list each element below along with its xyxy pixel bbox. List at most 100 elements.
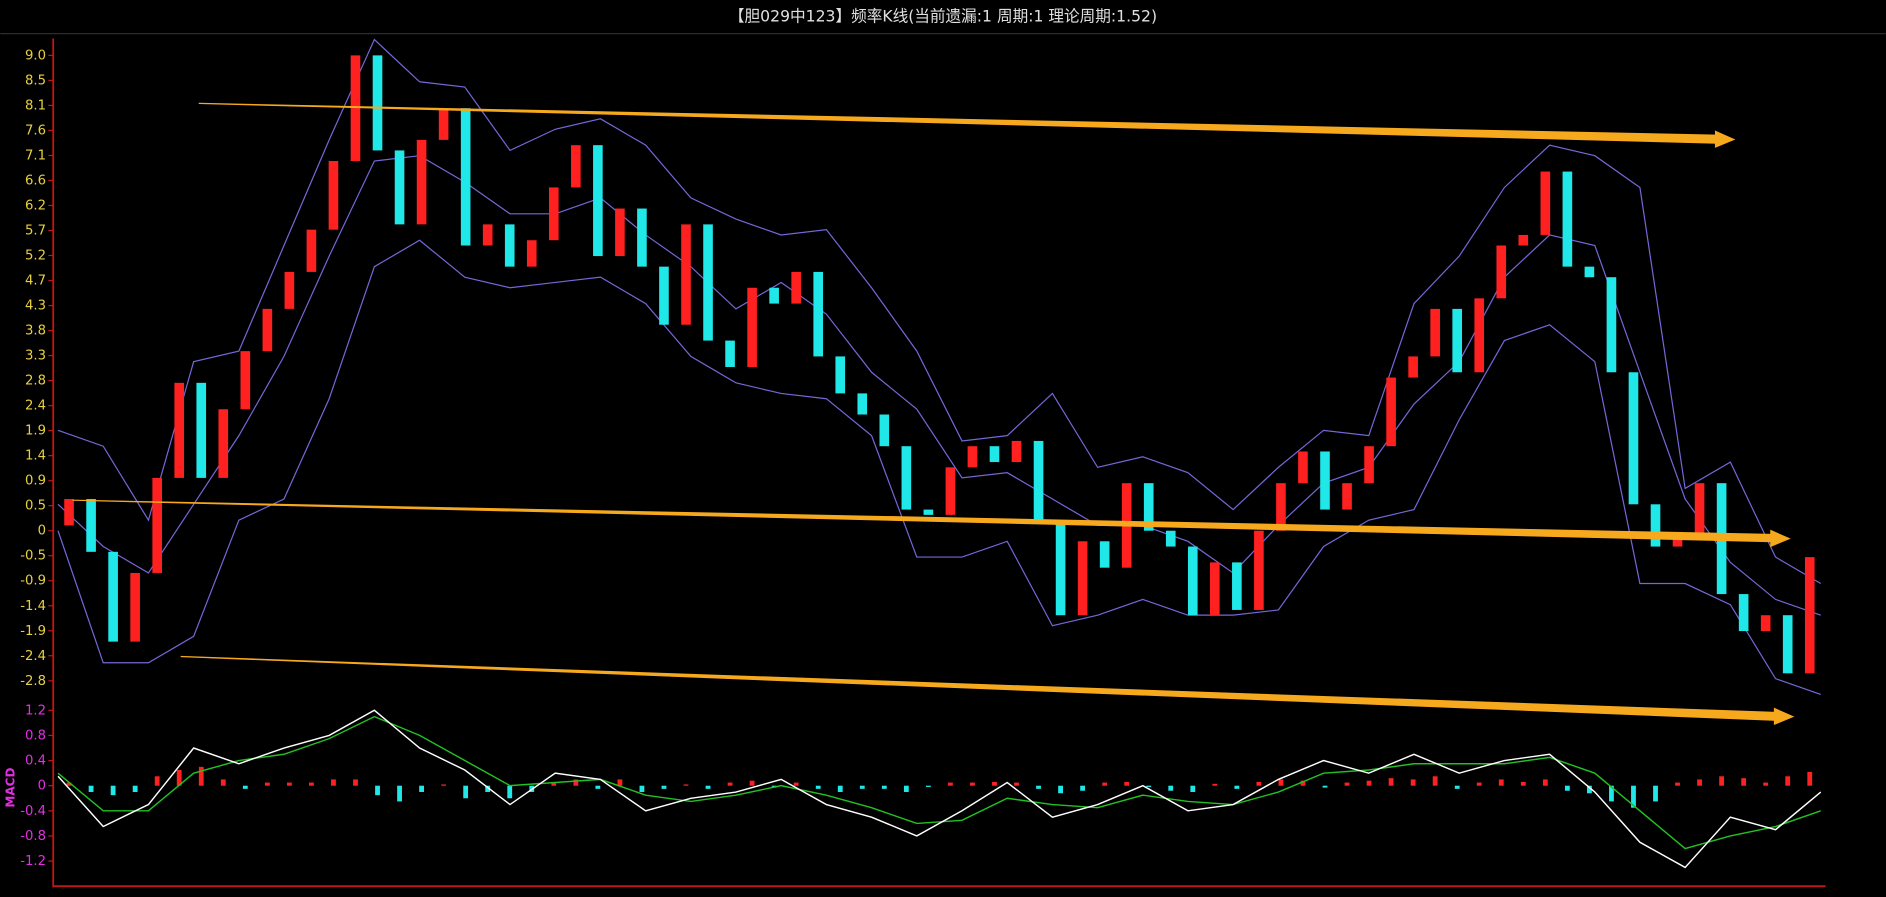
macd-bar [705, 785, 711, 789]
candle [637, 208, 647, 267]
candle [1254, 530, 1264, 610]
candle [725, 340, 735, 367]
macd-bar [1586, 785, 1592, 794]
macd-bar [859, 785, 865, 789]
macd-bar [419, 785, 424, 792]
candle [857, 393, 868, 415]
y2-tick-label: 0 [38, 779, 46, 794]
macd-bar [88, 785, 94, 792]
arrow-head [1773, 707, 1795, 726]
macd-bar [1653, 785, 1658, 802]
macd-bar [397, 785, 402, 802]
macd-bar [1476, 782, 1482, 786]
macd-bar [1741, 778, 1747, 786]
candle [108, 551, 118, 642]
macd-bar [242, 785, 248, 789]
candle [1165, 530, 1176, 547]
candle [769, 287, 779, 304]
candle [1143, 483, 1154, 531]
macd-bar [1036, 785, 1041, 789]
candle [615, 208, 625, 257]
macd-bar [903, 785, 909, 792]
y-tick-label: 4.3 [25, 299, 46, 314]
y-tick-label: 9.0 [25, 48, 46, 63]
candle [1055, 520, 1066, 616]
candle [1672, 535, 1683, 547]
candle [879, 414, 890, 447]
macd-bar [176, 770, 182, 786]
plot-area: 9.0 8.5 8.1 7.6 7.1 6.6 6.2 5.7 5.2 4.7 4.3 3.8 3.3 2… [20, 38, 1822, 869]
macd-bar [815, 785, 821, 789]
macd-bar [1498, 779, 1504, 786]
candle [1650, 504, 1661, 547]
macd-bar [309, 782, 314, 786]
candle [548, 187, 559, 241]
macd-bar [1432, 776, 1438, 786]
macd-bar [837, 785, 843, 792]
y-tick-label: -1.4 [20, 599, 46, 614]
macd-bar [1631, 785, 1636, 808]
candle [504, 224, 515, 267]
candle [218, 409, 229, 478]
candle [967, 446, 978, 468]
candle [1320, 451, 1330, 510]
macd-bar [1542, 779, 1548, 786]
candle [1187, 546, 1198, 616]
candle [526, 240, 537, 267]
macd-bar [1785, 776, 1791, 786]
candle [703, 224, 713, 341]
macd-bar [1168, 785, 1174, 791]
macd-bar [1190, 785, 1196, 792]
macd-bar [331, 779, 336, 786]
candle [1298, 451, 1308, 484]
y-tick-label: -2.8 [20, 674, 46, 689]
candle [350, 55, 361, 162]
arrow-head [1770, 529, 1791, 548]
macd-bar [793, 782, 799, 786]
y-tick-label: 2.8 [25, 374, 46, 389]
candle [1232, 562, 1242, 610]
macd-bar [66, 782, 72, 786]
candle [1077, 541, 1088, 616]
y-tick-label: 1.9 [25, 424, 46, 439]
y2-tick-label: -1.2 [20, 854, 46, 869]
macd-bar [551, 782, 557, 786]
candle [240, 351, 251, 410]
candle [1430, 308, 1440, 357]
macd-bar [1366, 780, 1372, 786]
macd-bar [1146, 785, 1152, 787]
macd-bar [1454, 785, 1460, 789]
macd-bar [1697, 779, 1702, 786]
candle [791, 271, 801, 304]
candle [945, 467, 956, 515]
y-tick-label: 3.3 [25, 349, 46, 364]
y2-tick-label: 1.2 [25, 703, 46, 718]
trend-arrow [180, 655, 1777, 721]
candle [1804, 557, 1815, 674]
macd-bar [1609, 785, 1614, 802]
y-tick-label: -2.4 [20, 649, 46, 664]
candle [681, 224, 691, 325]
candle [328, 161, 339, 230]
trend-arrows [72, 102, 1795, 726]
macd-bar [463, 785, 469, 799]
candle [152, 477, 162, 573]
macd-bar [375, 785, 380, 796]
candle [1099, 541, 1110, 568]
y-tick-label: 2.4 [25, 399, 46, 414]
candle [659, 266, 669, 325]
y-tick-label: 6.2 [25, 198, 46, 213]
macd-bar [1410, 779, 1416, 786]
macd-bar [1212, 783, 1218, 786]
y-tick-label: 5.2 [25, 248, 46, 263]
macd-bar [198, 766, 204, 786]
macd-bar [992, 781, 997, 786]
macd-bar [1058, 785, 1063, 794]
band-line [57, 155, 1821, 616]
candle [1540, 171, 1551, 235]
macd-dif-line [57, 709, 1822, 869]
candle [1474, 298, 1485, 373]
macd-bar [441, 784, 447, 786]
candle [416, 139, 427, 225]
y-tick-label: 4.7 [25, 274, 46, 289]
